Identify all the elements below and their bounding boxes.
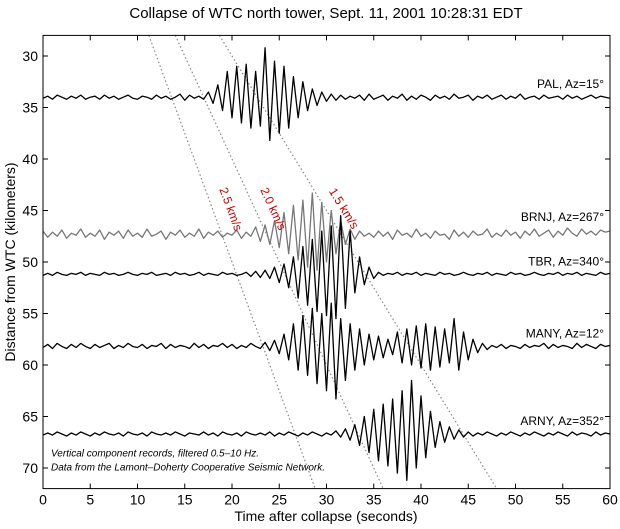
velocity-line xyxy=(174,35,384,489)
station-label: TBR, Az=340° xyxy=(528,254,604,268)
plot-area xyxy=(43,35,610,489)
y-tick-label: 55 xyxy=(22,306,38,322)
trace xyxy=(43,47,610,142)
y-tick-label: 65 xyxy=(22,409,38,425)
x-tick-label: 20 xyxy=(224,492,240,508)
station-label: BRNJ, Az=267° xyxy=(521,210,604,224)
trace xyxy=(43,302,610,400)
velocity-line xyxy=(218,35,498,489)
x-tick-label: 5 xyxy=(86,492,94,508)
velocity-line xyxy=(148,35,316,489)
station-label: MANY, Az=12° xyxy=(526,326,604,340)
x-tick-label: 30 xyxy=(319,492,335,508)
x-axis-label: Time after collapse (seconds) xyxy=(234,508,417,524)
chart-title: Collapse of WTC north tower, Sept. 11, 2… xyxy=(129,5,522,22)
velocity-label: 2.5 km/s xyxy=(216,185,245,232)
x-tick-label: 10 xyxy=(130,492,146,508)
trace xyxy=(43,215,610,320)
y-axis-label: Distance from WTC (kilometers) xyxy=(2,162,18,361)
station-label: PAL, Az=15° xyxy=(537,77,604,91)
plot-frame xyxy=(42,34,611,490)
velocity-label: 1.5 km/s xyxy=(326,185,362,231)
x-tick-label: 55 xyxy=(555,492,571,508)
x-tick-label: 35 xyxy=(366,492,382,508)
y-tick-label: 35 xyxy=(22,100,38,116)
x-tick-label: 50 xyxy=(508,492,524,508)
y-tick-label: 70 xyxy=(22,460,38,476)
station-label: ARNY, Az=352° xyxy=(520,414,604,428)
trace xyxy=(43,379,610,482)
x-tick-label: 15 xyxy=(177,492,193,508)
y-tick-label: 30 xyxy=(22,48,38,64)
y-tick-label: 50 xyxy=(22,254,38,270)
x-tick-label: 40 xyxy=(413,492,429,508)
x-tick-label: 60 xyxy=(602,492,618,508)
x-tick-label: 25 xyxy=(271,492,287,508)
y-tick-label: 45 xyxy=(22,203,38,219)
note: Data from the Lamont–Doherty Cooperative… xyxy=(51,463,325,474)
y-tick-label: 60 xyxy=(22,357,38,373)
x-tick-label: 0 xyxy=(39,492,47,508)
y-tick-label: 40 xyxy=(22,151,38,167)
trace xyxy=(43,192,610,271)
note: Vertical component records, filtered 0.5… xyxy=(51,449,259,460)
x-tick-label: 45 xyxy=(460,492,476,508)
